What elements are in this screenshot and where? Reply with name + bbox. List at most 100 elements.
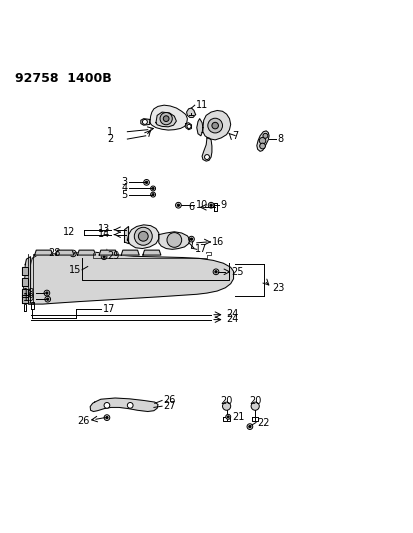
Circle shape (247, 424, 252, 430)
Polygon shape (90, 398, 158, 411)
Text: 10: 10 (195, 200, 207, 210)
Polygon shape (124, 227, 128, 244)
Circle shape (222, 402, 230, 410)
Circle shape (262, 133, 267, 138)
Circle shape (177, 204, 179, 206)
Text: 18: 18 (23, 288, 36, 297)
Polygon shape (142, 250, 161, 255)
Text: 13: 13 (97, 223, 109, 233)
Circle shape (106, 416, 108, 419)
Text: 1: 1 (107, 127, 113, 136)
Circle shape (104, 402, 109, 408)
Circle shape (209, 204, 212, 206)
Text: 19: 19 (23, 293, 36, 303)
Polygon shape (185, 123, 191, 130)
Circle shape (166, 232, 181, 247)
Polygon shape (140, 119, 150, 125)
Text: 20: 20 (220, 397, 232, 406)
Text: 92758  1400B: 92758 1400B (15, 72, 112, 85)
Circle shape (152, 193, 154, 196)
Polygon shape (56, 250, 74, 255)
Circle shape (44, 290, 50, 296)
Polygon shape (121, 250, 139, 255)
Text: 28: 28 (48, 248, 61, 257)
Circle shape (46, 298, 49, 300)
Circle shape (187, 124, 191, 128)
Circle shape (45, 292, 48, 294)
Circle shape (101, 254, 107, 260)
Text: 15: 15 (69, 265, 81, 275)
Text: 4: 4 (121, 183, 127, 193)
Polygon shape (99, 250, 117, 255)
Text: 26: 26 (163, 395, 175, 406)
Text: 24: 24 (225, 309, 237, 319)
Circle shape (207, 118, 222, 133)
Text: 21: 21 (232, 412, 244, 422)
Circle shape (204, 155, 209, 159)
Circle shape (259, 143, 265, 149)
Circle shape (259, 138, 265, 144)
Circle shape (175, 203, 181, 208)
Text: 11: 11 (195, 100, 207, 110)
Text: 27: 27 (163, 401, 176, 411)
Polygon shape (22, 289, 28, 297)
Text: 16: 16 (212, 237, 224, 247)
Circle shape (152, 188, 154, 189)
Circle shape (150, 192, 155, 197)
Text: 5: 5 (121, 190, 127, 200)
Text: 14: 14 (97, 229, 109, 239)
Circle shape (163, 116, 169, 122)
Polygon shape (127, 225, 159, 248)
Text: 29: 29 (107, 251, 119, 261)
Text: 23: 23 (272, 283, 284, 293)
Polygon shape (23, 257, 31, 303)
Polygon shape (22, 266, 28, 274)
Circle shape (70, 250, 76, 257)
Circle shape (227, 416, 229, 418)
Circle shape (145, 181, 147, 183)
Circle shape (45, 296, 50, 302)
Circle shape (248, 425, 250, 428)
Polygon shape (159, 232, 190, 249)
Circle shape (211, 122, 218, 129)
Circle shape (134, 227, 152, 245)
Text: 26: 26 (77, 416, 89, 426)
Circle shape (214, 271, 216, 273)
Circle shape (104, 415, 109, 421)
Polygon shape (77, 250, 95, 255)
Polygon shape (186, 108, 195, 117)
Polygon shape (156, 112, 176, 127)
Circle shape (138, 231, 148, 241)
Text: 17: 17 (194, 244, 206, 254)
Polygon shape (202, 110, 230, 140)
Text: 6: 6 (188, 203, 194, 212)
Circle shape (71, 252, 74, 255)
Polygon shape (150, 105, 187, 130)
Circle shape (190, 238, 192, 240)
Polygon shape (256, 131, 268, 151)
Circle shape (251, 402, 259, 410)
Circle shape (142, 119, 147, 124)
Text: 7: 7 (232, 131, 238, 141)
Text: 9: 9 (220, 200, 226, 210)
Circle shape (103, 255, 105, 258)
Polygon shape (35, 250, 52, 255)
Text: 8: 8 (277, 134, 282, 144)
Polygon shape (22, 278, 28, 286)
Text: 12: 12 (63, 227, 75, 237)
Text: 2: 2 (107, 134, 113, 144)
Circle shape (143, 180, 149, 185)
Polygon shape (202, 138, 211, 161)
Text: 17: 17 (102, 304, 115, 314)
Polygon shape (22, 295, 28, 303)
Text: 24: 24 (225, 314, 237, 324)
Circle shape (127, 402, 133, 408)
Circle shape (213, 269, 218, 274)
Polygon shape (25, 252, 233, 304)
Polygon shape (196, 119, 202, 136)
Circle shape (160, 112, 172, 125)
Text: 22: 22 (256, 417, 269, 427)
Circle shape (208, 203, 214, 208)
Text: 20: 20 (248, 397, 261, 406)
Circle shape (188, 236, 194, 242)
